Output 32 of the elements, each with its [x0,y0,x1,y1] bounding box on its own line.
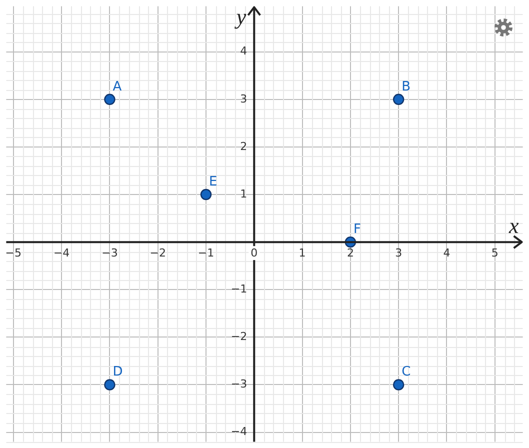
x-tick-label: −2 [150,246,166,260]
point [392,379,404,390]
y-tick-label: 3 [240,92,248,106]
x-tick-label: 3 [395,246,402,260]
x-tick-label: 1 [298,246,306,260]
x-tick-label: −1 [198,246,214,260]
x-tick-label: 0 [250,246,258,260]
annotation: A [112,79,122,94]
annotation: B [402,79,411,94]
y-tick-label: −2 [230,330,248,344]
x-tick-label: −5 [5,246,22,260]
y-tick-label: 1 [240,187,248,200]
annotation: E [209,174,218,190]
y-tick-label: −3 [230,378,248,391]
y-tick-label: 2 [240,140,248,153]
x-tick-label: 5 [491,246,498,260]
x-tick-label: −4 [53,246,70,260]
y-tick-label: −4 [230,425,248,438]
y-tick-label: −1 [230,282,248,296]
x-tick-label: −3 [102,246,118,260]
annotation: D [112,364,123,380]
x-tick-label: 4 [443,246,450,260]
point [104,94,116,106]
point [200,188,212,200]
y-axis-title: y [234,4,246,30]
point [392,94,404,106]
annotation: F [353,222,361,238]
annotation: C [402,364,411,380]
point [104,379,116,390]
y-tick-label: 4 [240,44,248,58]
x-axis-title: x [508,213,520,238]
x-tick-label: 2 [346,246,354,260]
